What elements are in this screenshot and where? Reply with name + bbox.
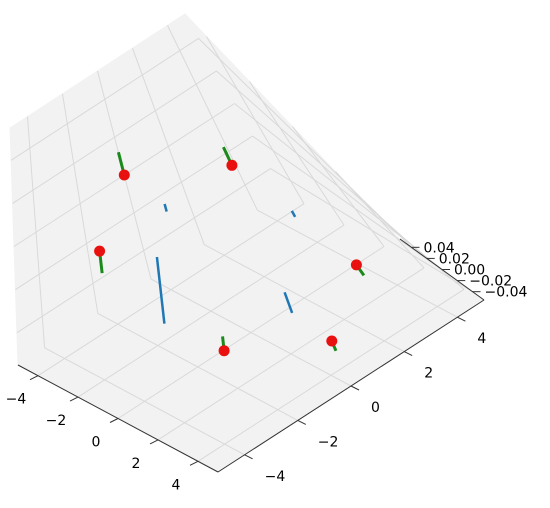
grid-left-z (12, 70, 217, 204)
x-tick-label-4: 4 (172, 477, 181, 493)
grid-back-z (216, 70, 428, 259)
x-tick-mark (109, 418, 119, 423)
segment-line-2 (155, 256, 166, 324)
scatter-point-5 (326, 335, 338, 347)
segment-line-3 (163, 203, 168, 212)
z-tick-label-0: 0.04 (424, 240, 455, 256)
x-tick-label-2: 0 (92, 435, 101, 451)
y-tick-mark (244, 454, 253, 460)
y-tick-label-3: 2 (424, 366, 433, 382)
y-tick-mark (297, 419, 307, 425)
y-tick-label-2: 0 (371, 400, 380, 416)
scatter-point-1 (350, 259, 362, 271)
x-tick-mark (149, 439, 159, 445)
grid-floor-x (157, 267, 425, 441)
grid-back-z (270, 168, 473, 293)
z-tick-label-1: 0.02 (439, 251, 470, 267)
y-tick-label-4: 4 (477, 331, 486, 347)
y-tick-mark (350, 385, 360, 391)
x-tick-label-0: −4 (6, 392, 27, 408)
grid-left-z (15, 135, 253, 291)
tick-labels: −4 −2 0 2 4 −4 −2 0 2 4 0.04 0.02 0.00 −… (6, 240, 528, 493)
y-tick-label-1: −2 (318, 434, 339, 450)
z-tick-label-2: 0.00 (454, 263, 485, 279)
z-tick-label-4: −0.04 (485, 285, 528, 301)
y-tick-label-0: −4 (265, 469, 286, 485)
grid-floor-y (150, 278, 352, 387)
grid-left-z (16, 168, 271, 334)
scatter-point-3 (94, 245, 106, 257)
scatter-point-2 (218, 345, 230, 357)
grid-lines (10, 25, 473, 462)
segment-line-0 (290, 210, 297, 218)
x-tick-mark (69, 396, 79, 402)
y-tick-mark (403, 351, 413, 357)
y-tick-mark (457, 316, 466, 322)
axis-panes (9, 13, 485, 473)
grid-floor-x (197, 288, 465, 462)
tick-marks (29, 246, 481, 466)
x-tick-label-1: −2 (46, 413, 67, 429)
segment-line-1 (283, 291, 294, 314)
grid-left-z (10, 37, 199, 161)
scatter-point-4 (118, 169, 130, 181)
x-tick-label-3: 2 (132, 456, 141, 472)
x-tick-mark (29, 375, 39, 381)
z-tick-label-3: −0.02 (469, 274, 512, 290)
grid-floor-y (203, 244, 405, 353)
grid-back-z (234, 103, 443, 270)
data-marks (94, 146, 366, 357)
x-tick-mark (189, 460, 199, 466)
grid-back-z (252, 135, 458, 281)
scatter-point-0 (226, 159, 238, 171)
